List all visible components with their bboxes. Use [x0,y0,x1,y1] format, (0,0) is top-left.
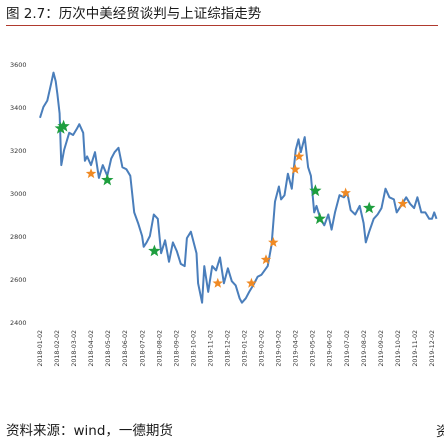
x-tick-label: 2018-01-02 [37,330,44,367]
source-note: 资料来源：wind，一德期货 [6,423,173,439]
y-tick-label: 3600 [10,61,27,69]
event-star-orange [289,163,301,174]
y-tick-label: 2800 [10,233,27,241]
event-star-orange [268,236,279,247]
event-star-green [313,212,326,225]
x-tick-label: 2019-11-02 [412,330,419,367]
x-tick-label: 2018-04-02 [88,330,95,367]
event-star-orange [293,150,305,161]
series-layer [39,71,438,304]
x-tick-label: 2018-12-02 [225,330,232,367]
x-tick-label: 2019-04-02 [293,330,300,367]
x-tick-label: 2018-07-02 [139,330,146,367]
x-tick-label: 2019-08-02 [361,330,368,367]
event-star-green [101,173,114,186]
marker-layer [54,119,409,288]
x-tick-label: 2019-10-02 [395,330,402,367]
y-tick-label: 2400 [10,319,27,327]
y-tick-label: 2600 [10,276,27,284]
y-tick-label: 3400 [10,104,27,112]
x-tick-label: 2019-06-02 [327,330,334,367]
x-tick-label: 2018-09-02 [173,330,180,367]
x-tick-label: 2018-10-02 [190,330,197,367]
x-tick-label: 2019-09-02 [378,330,385,367]
event-star-orange [397,198,409,209]
event-star-orange [212,277,223,288]
x-tick-label: 2018-03-02 [71,330,78,367]
x-tick-label: 2018-06-02 [122,330,129,367]
x-tick-label: 2019-02-02 [259,330,266,367]
event-star-green [309,184,322,197]
cropped-edge-text: 资 [436,424,444,438]
event-star-orange [340,187,351,198]
chart-title: 图 2.7：历次中美经贸谈判与上证综指走势 [6,6,262,22]
series-line [39,71,438,304]
event-star-orange [260,254,272,265]
x-tick-label: 2019-12-02 [429,330,436,367]
x-tick-label: 2019-05-02 [310,330,317,367]
event-star-orange [85,168,97,179]
y-axis: 2400 2600 2800 3000 3200 3400 3600 [10,61,27,327]
y-tick-label: 3200 [10,147,27,155]
x-tick-label: 2019-07-02 [344,330,351,367]
x-axis: 2018-01-02 2018-02-02 2018-03-02 2018-04-02… [37,330,436,367]
x-tick-label: 2018-02-02 [54,330,61,367]
title-divider [6,25,438,26]
event-star-green [57,119,70,132]
x-tick-label: 2019-01-02 [242,330,249,367]
x-tick-label: 2018-05-02 [105,330,112,367]
x-tick-label: 2018-11-02 [207,330,214,367]
event-star-green [363,201,376,214]
event-star-orange [246,277,257,288]
x-tick-label: 2018-08-02 [156,330,163,367]
event-star-green [54,122,67,134]
event-star-green [148,244,161,257]
y-tick-label: 3000 [10,190,27,198]
x-tick-label: 2019-03-02 [276,330,283,367]
